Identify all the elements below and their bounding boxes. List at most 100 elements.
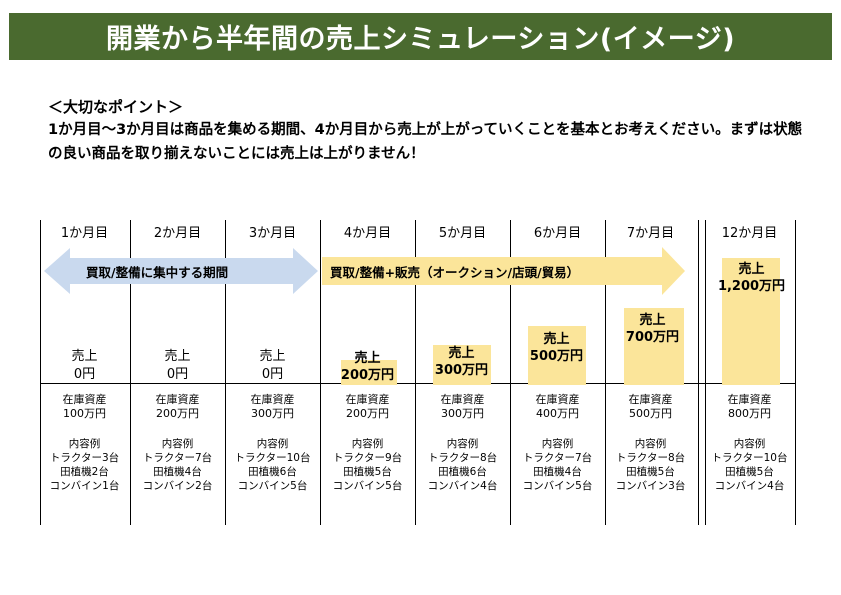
inventory-items: 内容例 トラクター10台 田植機6台 コンバイン5台 xyxy=(225,437,320,493)
column-divider xyxy=(795,220,796,525)
row-divider xyxy=(40,383,796,384)
item-line: コンバイン5台 xyxy=(237,480,308,492)
month-label: 5か月目 xyxy=(438,226,487,241)
sales-text: 売上 500万円 xyxy=(509,331,604,365)
sell-phase-arrow xyxy=(322,247,685,295)
asset-label: 在庫資産 xyxy=(440,393,485,406)
sales-value: 700万円 xyxy=(625,330,680,345)
column-divider xyxy=(40,220,41,525)
items-label: 内容例 xyxy=(68,438,101,450)
inventory-items: 内容例 トラクター3台 田植機2台 コンバイン1台 xyxy=(37,437,132,493)
items-label: 内容例 xyxy=(446,438,479,450)
item-line: 田植機5台 xyxy=(626,466,675,478)
item-line: コンバイン4台 xyxy=(427,480,498,492)
asset-label: 在庫資産 xyxy=(535,393,580,406)
sales-label: 売上 xyxy=(639,313,666,328)
asset-value: 200万円 xyxy=(156,407,199,420)
item-line: トラクター10台 xyxy=(711,452,788,464)
month-label: 6か月目 xyxy=(533,226,582,241)
item-line: 田植機6台 xyxy=(438,466,487,478)
month-label: 3か月目 xyxy=(248,226,297,241)
sales-text: 売上 1,200万円 xyxy=(704,261,799,295)
sales-text: 売上 0円 xyxy=(37,348,132,384)
item-line: トラクター3台 xyxy=(49,452,120,464)
sales-text: 売上 300万円 xyxy=(414,345,509,379)
month-label: 4か月目 xyxy=(343,226,392,241)
month-label: 2か月目 xyxy=(153,226,202,241)
phase-arrows xyxy=(44,247,685,295)
month-header-row: 1か月目 2か月目 3か月目 4か月目 5か月目 6か月目 7か月目 12か月目 xyxy=(0,222,841,242)
point-body: 1か月目～3か月目は商品を集める期間、4か月目から売上が上がっていくことを基本と… xyxy=(48,122,803,162)
sales-label: 売上 xyxy=(71,349,98,364)
inventory-items: 内容例 トラクター7台 田植機4台 コンバイン2台 xyxy=(130,437,225,493)
inventory-asset: 在庫資産 300万円 xyxy=(225,393,320,421)
inventory-asset: 在庫資産 800万円 xyxy=(702,393,797,421)
asset-label: 在庫資産 xyxy=(250,393,295,406)
inventory-items: 内容例 トラクター7台 田植機4台 コンバイン5台 xyxy=(510,437,605,493)
sales-value: 0円 xyxy=(166,367,189,382)
asset-value: 200万円 xyxy=(346,407,389,420)
title-banner: 開業から半年間の売上シミュレーション(イメージ) xyxy=(9,13,832,60)
item-line: コンバイン3台 xyxy=(615,480,686,492)
sales-bar xyxy=(341,360,397,385)
item-line: トラクター10台 xyxy=(234,452,311,464)
sales-bar xyxy=(624,308,684,385)
collect-phase-arrow xyxy=(44,248,318,294)
item-line: 田植機2台 xyxy=(60,466,109,478)
asset-value: 400万円 xyxy=(536,407,579,420)
item-line: 田植機5台 xyxy=(343,466,392,478)
inventory-items: 内容例 トラクター10台 田植機5台 コンバイン4台 xyxy=(702,437,797,493)
sales-value: 0円 xyxy=(261,367,284,382)
sales-bar xyxy=(433,345,491,385)
asset-value: 800万円 xyxy=(728,407,771,420)
sales-label: 売上 xyxy=(738,262,765,277)
month-label: 12か月目 xyxy=(721,226,778,241)
page-title: 開業から半年間の売上シミュレーション(イメージ) xyxy=(105,24,736,55)
item-line: コンバイン5台 xyxy=(332,480,403,492)
inventory-asset: 在庫資産 200万円 xyxy=(320,393,415,421)
asset-value: 300万円 xyxy=(251,407,294,420)
column-divider xyxy=(705,220,706,525)
sales-value: 200万円 xyxy=(340,368,395,383)
inventory-items: 内容例 トラクター9台 田植機5台 コンバイン5台 xyxy=(320,437,415,493)
collect-phase-label: 買取/整備に集中する期間 xyxy=(86,265,229,280)
column-divider xyxy=(225,220,226,525)
item-line: トラクター9台 xyxy=(332,452,403,464)
sales-bar xyxy=(528,326,586,385)
item-line: コンバイン5台 xyxy=(522,480,593,492)
asset-value: 300万円 xyxy=(441,407,484,420)
inventory-items: 内容例 トラクター8台 田植機5台 コンバイン3台 xyxy=(603,437,698,493)
sales-value: 300万円 xyxy=(434,363,489,378)
month-label: 7か月目 xyxy=(626,226,675,241)
asset-label: 在庫資産 xyxy=(62,393,107,406)
column-divider xyxy=(605,220,606,525)
sales-label: 売上 xyxy=(448,346,475,361)
item-line: 田植機6台 xyxy=(248,466,297,478)
column-divider xyxy=(698,220,699,525)
sales-label: 売上 xyxy=(354,351,381,366)
asset-label: 在庫資産 xyxy=(628,393,673,406)
column-divider xyxy=(510,220,511,525)
item-line: トラクター7台 xyxy=(142,452,213,464)
column-divider xyxy=(320,220,321,525)
asset-label: 在庫資産 xyxy=(727,393,772,406)
items-label: 内容例 xyxy=(161,438,194,450)
month-label: 1か月目 xyxy=(60,226,109,241)
inventory-asset: 在庫資産 500万円 xyxy=(603,393,698,421)
point-heading: ＜大切なポイント＞ xyxy=(48,98,184,116)
items-label: 内容例 xyxy=(351,438,384,450)
item-line: 田植機5台 xyxy=(725,466,774,478)
sell-phase-label: 買取/整備+販売（オークション/店頭/貿易） xyxy=(330,265,580,280)
sales-value: 1,200万円 xyxy=(717,279,786,294)
sales-value: 0円 xyxy=(73,367,96,382)
asset-value: 500万円 xyxy=(629,407,672,420)
column-divider xyxy=(130,220,131,525)
item-line: コンバイン2台 xyxy=(142,480,213,492)
items-label: 内容例 xyxy=(256,438,289,450)
items-label: 内容例 xyxy=(541,438,574,450)
inventory-asset: 在庫資産 300万円 xyxy=(415,393,510,421)
item-line: 田植機4台 xyxy=(153,466,202,478)
column-divider xyxy=(415,220,416,525)
items-label: 内容例 xyxy=(733,438,766,450)
sales-text: 売上 200万円 xyxy=(320,350,415,384)
